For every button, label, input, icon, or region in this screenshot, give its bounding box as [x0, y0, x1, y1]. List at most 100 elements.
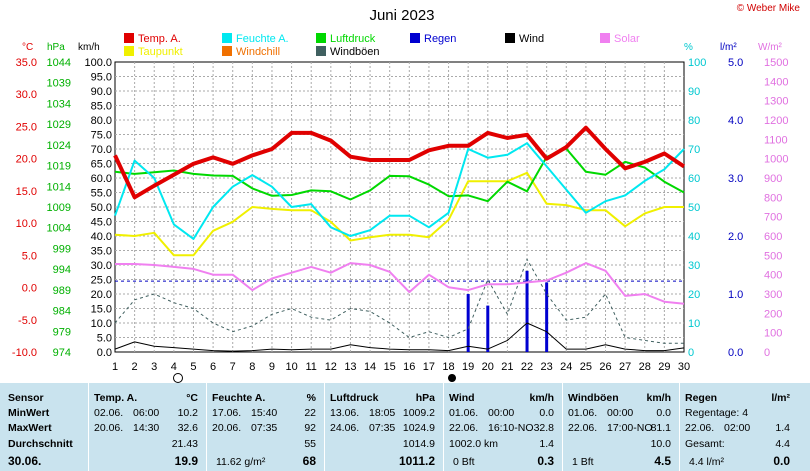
solar-tick-label: 1500 — [764, 57, 788, 69]
rain-tick-label: 1.0 — [728, 289, 743, 301]
pressure-tick-label: 999 — [53, 243, 71, 255]
temp-tick-label: 35.0 — [16, 57, 37, 69]
solar-tick-label: 800 — [764, 192, 782, 204]
legend-swatch — [410, 33, 420, 43]
pressure-tick-label: 1034 — [47, 98, 71, 110]
x-tick-label: 13 — [344, 361, 356, 373]
temp-min-time: 06:00 — [133, 407, 160, 419]
legend-label: Feuchte A. — [236, 33, 289, 45]
pressure-tick-label: 1039 — [47, 78, 71, 90]
humidity-max-date: 20.06. — [212, 422, 242, 434]
x-tick-label: 6 — [210, 361, 216, 373]
temp-min-value: 10.2 — [177, 407, 198, 419]
humidity-tick-label: 30 — [688, 260, 700, 272]
temp-max-time: 14:30 — [133, 422, 160, 434]
x-tick-label: 8 — [249, 361, 255, 373]
statistics-panel: Sensor MinWert MaxWert Durchschnitt 30.0… — [0, 383, 810, 471]
legend-swatch — [222, 46, 232, 56]
wind-tick-label: 50.0 — [91, 202, 112, 214]
rain-bar — [486, 305, 490, 352]
solar-tick-label: 1000 — [764, 154, 788, 166]
pressure-tick-label: 984 — [53, 306, 71, 318]
solar-tick-label: 500 — [764, 250, 782, 262]
x-tick-label: 30 — [678, 361, 690, 373]
series-line-temp-a — [113, 125, 686, 200]
gusts-current-value: 4.5 — [654, 454, 671, 468]
gusts-min-time: 00:00 — [607, 407, 634, 419]
rain-tick-label: 5.0 — [728, 57, 743, 69]
solar-tick-label: 1200 — [764, 115, 788, 127]
wind-unit-label: km/h — [78, 42, 100, 53]
temp-current-value: 19.9 — [174, 454, 198, 468]
solar-tick-label: 1100 — [764, 134, 788, 146]
series-line-wind — [114, 322, 685, 352]
wind-tick-label: 0.0 — [97, 347, 112, 359]
wind-tick-label: 20.0 — [91, 289, 112, 301]
chart-legend: Temp. A. Feuchte A. Luftdruck Regen Wind Sola… — [124, 33, 640, 58]
x-tick-label: 12 — [325, 361, 337, 373]
humidity-tick-label: 70 — [688, 144, 700, 156]
x-tick-label: 18 — [442, 361, 454, 373]
x-tick-label: 19 — [462, 361, 474, 373]
wind-tick-label: 65.0 — [91, 159, 112, 171]
legend-swatch — [316, 33, 326, 43]
temp-avg-value: 21.43 — [171, 438, 198, 450]
sensor-column: Sensor MinWert MaxWert Durchschnitt 30.0… — [0, 383, 88, 471]
series-line-luftdruck — [114, 147, 685, 203]
temp-tick-label: 25.0 — [16, 121, 37, 133]
solar-tick-label: 1300 — [764, 96, 788, 108]
row-label-min: MinWert — [8, 407, 50, 419]
humidity-unit: % — [306, 392, 316, 404]
humidity-tick-label: 90 — [688, 86, 700, 98]
wind-unit: km/h — [529, 392, 554, 404]
wind-min-date: 01.06. — [449, 407, 479, 419]
wind-tick-label: 35.0 — [91, 246, 112, 258]
gusts-beaufort-label: 1 Bft — [572, 456, 594, 468]
x-tick-label: 28 — [639, 361, 651, 373]
wind-tick-label: 100.0 — [84, 57, 112, 69]
pressure-tick-label: 1024 — [47, 140, 71, 152]
x-tick-label: 15 — [384, 361, 396, 373]
rain-bar — [466, 294, 470, 352]
solar-tick-label: 100 — [764, 328, 782, 340]
wind-tick-label: 30.0 — [91, 260, 112, 272]
x-tick-label: 4 — [171, 361, 177, 373]
pressure-tick-label: 1029 — [47, 119, 71, 131]
humidity-tick-label: 0 — [688, 347, 694, 359]
gusts-column: Windböen km/h 01.06. 00:00 0.0 22.06. 17… — [562, 383, 679, 471]
rain-total-label: Gesamt: — [685, 438, 725, 450]
humidity-max-value: 92 — [304, 422, 316, 434]
pressure-min-date: 13.06. — [330, 407, 360, 419]
gusts-min-date: 01.06. — [568, 407, 598, 419]
wind-title: Wind — [449, 392, 475, 404]
gusts-title: Windböen — [568, 392, 619, 404]
series-line-windb-en — [114, 258, 684, 344]
gusts-max-time: 17:00-NO — [607, 422, 653, 434]
humidity-column: Feuchte A. % 17.06. 15:40 22 20.06. 07:3… — [206, 383, 324, 471]
temp-tick-label: 0.0 — [22, 283, 37, 295]
pressure-tick-label: 989 — [53, 285, 71, 297]
rain-max-value: 1.4 — [775, 422, 790, 434]
gusts-unit: km/h — [646, 392, 671, 404]
row-label-max: MaxWert — [8, 422, 52, 434]
wind-max-date: 22.06. — [449, 422, 479, 434]
x-tick-label: 24 — [560, 361, 572, 373]
wind-tick-label: 15.0 — [91, 304, 112, 316]
temp-tick-label: 5.0 — [22, 250, 37, 262]
pressure-unit: hPa — [415, 392, 435, 404]
legend-swatch — [505, 33, 515, 43]
wind-tick-label: 95.0 — [91, 72, 112, 84]
rain-title: Regen — [685, 392, 718, 404]
wind-column: Wind km/h 01.06. 00:00 0.0 22.06. 16:10-… — [443, 383, 562, 471]
pressure-title: Luftdruck — [330, 392, 379, 404]
humidity-max-time: 07:35 — [251, 422, 278, 434]
x-tick-label: 5 — [190, 361, 196, 373]
wind-min-value: 0.0 — [539, 407, 554, 419]
legend-swatch — [316, 46, 326, 56]
x-tick-label: 9 — [269, 361, 275, 373]
rain-tick-label: 0.0 — [728, 347, 743, 359]
x-tick-label: 11 — [305, 361, 316, 373]
humidity-absolute-value: 11.62 g/m² — [216, 456, 266, 468]
rain-total-value: 4.4 — [775, 438, 790, 450]
humidity-current-value: 68 — [302, 454, 316, 468]
